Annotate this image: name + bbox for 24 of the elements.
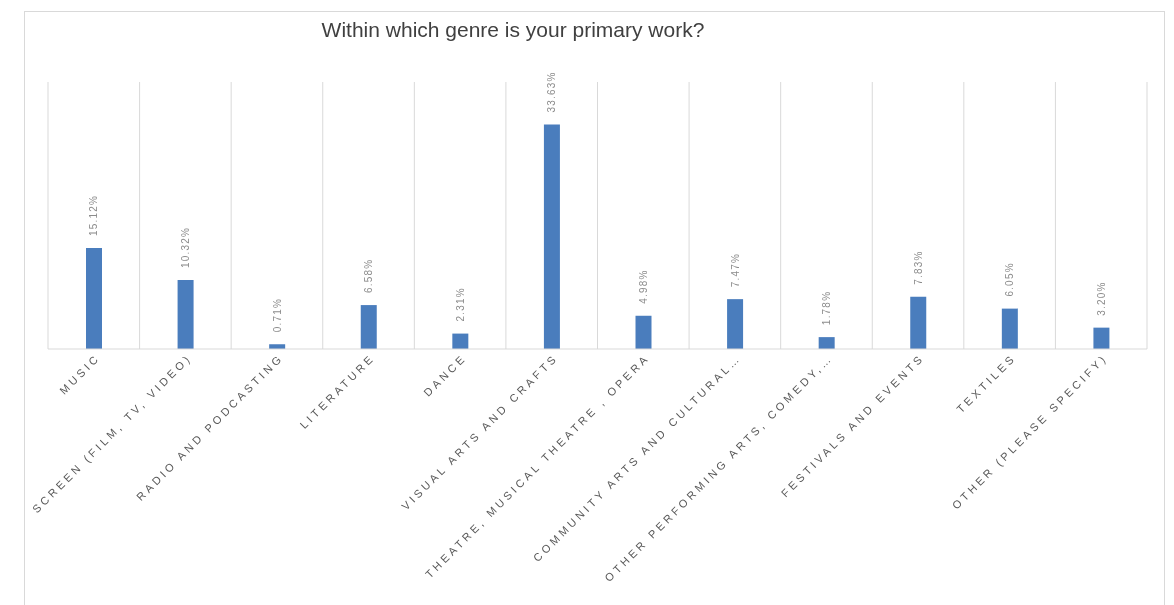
bar [543,124,560,349]
data-label: 10.32% [180,226,192,269]
data-label: 0.71% [271,297,283,333]
bar [635,315,652,349]
bar [727,299,744,349]
bar [1093,327,1110,349]
data-label: 3.20% [1095,281,1107,316]
data-label: 15.12% [88,194,100,237]
data-label: 6.58% [363,258,375,294]
data-label: 33.63% [546,71,558,113]
bar [818,337,835,349]
data-label: 2.31% [454,287,466,322]
bar [177,280,194,349]
data-label: 4.98% [638,269,649,304]
data-label: 6.05% [1004,262,1016,297]
chart-title: Within which genre is your primary work? [321,18,705,42]
data-label: 1.78% [821,290,833,326]
data-label: 7.83% [912,250,924,285]
bar [910,296,927,349]
bar [360,305,377,349]
bar [86,248,102,349]
bar [452,333,469,349]
data-label: 7.47% [729,252,741,288]
bar [1001,308,1018,349]
